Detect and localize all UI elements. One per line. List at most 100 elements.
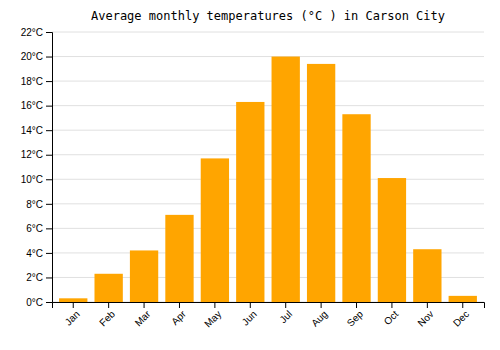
tick-label: 4°C — [26, 248, 43, 259]
tick-label: 12°C — [21, 149, 43, 160]
axis-line — [53, 303, 485, 309]
tick-label: May — [202, 308, 223, 329]
tick-label: 20°C — [21, 51, 43, 62]
tick-mark — [46, 179, 52, 180]
tick: 0°C — [26, 297, 52, 308]
tick-mark — [46, 228, 52, 229]
tick: Jul — [277, 302, 294, 325]
bars — [59, 57, 477, 302]
tick-label: 22°C — [21, 27, 43, 38]
tick-mark — [46, 81, 52, 82]
tick: 18°C — [21, 76, 52, 87]
grid-line — [52, 228, 484, 229]
tick-mark — [46, 204, 52, 205]
bar — [378, 178, 406, 302]
tick-mark — [46, 253, 52, 254]
tick: Mar — [133, 302, 153, 328]
tick: Nov — [415, 302, 435, 329]
tick: 2°C — [26, 272, 52, 283]
tick-mark — [250, 302, 251, 308]
tick-mark — [427, 302, 428, 308]
bar — [59, 298, 87, 302]
tick: Jan — [63, 302, 82, 328]
bar — [130, 250, 158, 302]
title: Average monthly temperatures (°C ) in Ca… — [91, 9, 445, 23]
tick-label: 10°C — [21, 174, 43, 185]
tick: 16°C — [21, 100, 52, 111]
grid-line — [52, 81, 484, 82]
tick: Feb — [97, 302, 117, 328]
tick-mark — [179, 302, 180, 308]
tick-mark — [391, 302, 392, 308]
tick: 8°C — [26, 199, 52, 210]
tick-label: Nov — [415, 308, 435, 328]
bar — [165, 215, 193, 302]
plot: 0°C 2°C 4°C 6°C 8°C 10°C 12°C 14°C 16°C 18°C 20°C 2… — [21, 27, 485, 330]
grid-line — [52, 179, 484, 180]
y-axis: 0°C 2°C 4°C 6°C 8°C 10°C 12°C 14°C 16°C 18°C 20°C 2… — [21, 27, 53, 308]
axis-line — [46, 33, 53, 303]
tick-mark — [46, 32, 52, 33]
tick: 12°C — [21, 149, 52, 160]
tick-mark — [356, 302, 357, 308]
tick-mark — [321, 302, 322, 308]
grid-line — [52, 130, 484, 131]
tick: May — [202, 302, 223, 330]
tick-mark — [214, 302, 215, 308]
tick-label: Feb — [97, 308, 117, 328]
tick-label: 2°C — [26, 272, 43, 283]
grid — [52, 32, 484, 302]
tick: Oct — [382, 302, 401, 327]
tick-mark — [46, 57, 52, 58]
tick-label: 0°C — [26, 297, 43, 308]
grid-line — [52, 32, 484, 33]
tick: 10°C — [21, 174, 52, 185]
tick-label: Mar — [133, 308, 153, 328]
tick: Sep — [345, 302, 366, 329]
x-axis: Jan Feb Mar Apr May Jun Jul Aug Sep Oct Nov Dec — [53, 302, 485, 330]
tick-label: Apr — [169, 308, 188, 327]
bar — [342, 114, 370, 302]
tick-mark — [46, 106, 52, 107]
grid-line — [52, 203, 484, 204]
bar — [272, 57, 300, 302]
tick-mark — [73, 302, 74, 308]
tick-label: Oct — [382, 308, 401, 327]
grid-line — [52, 56, 484, 57]
tick-label: Jun — [240, 308, 259, 327]
grid-line — [52, 154, 484, 155]
tick: 22°C — [21, 27, 52, 38]
tick-label: Sep — [345, 308, 366, 329]
tick-mark — [108, 302, 109, 308]
bar — [94, 274, 122, 302]
grid-line — [52, 105, 484, 106]
tick-label: 8°C — [26, 199, 43, 210]
bar — [307, 64, 335, 302]
tick: Apr — [169, 302, 188, 327]
tick-mark — [46, 130, 52, 131]
tick-mark — [144, 302, 145, 308]
tick-label: 6°C — [26, 223, 43, 234]
tick-mark — [46, 277, 52, 278]
bar — [449, 296, 477, 302]
tick-label: Jul — [277, 308, 294, 325]
bar — [413, 249, 441, 302]
tick-label: Aug — [309, 308, 329, 328]
bar — [236, 102, 264, 302]
tick-label: 14°C — [21, 125, 43, 136]
tick: 14°C — [21, 125, 52, 136]
tick-label: Dec — [451, 308, 471, 328]
tick: 4°C — [26, 248, 52, 259]
tick-label: 18°C — [21, 76, 43, 87]
tick: Dec — [451, 302, 471, 329]
tick: Jun — [240, 302, 259, 328]
tick: 6°C — [26, 223, 52, 234]
tick-mark — [462, 302, 463, 308]
tick-label: Jan — [63, 308, 82, 327]
bar — [201, 158, 229, 302]
tick-label: 16°C — [21, 100, 43, 111]
chart: 0°C 2°C 4°C 6°C 8°C 10°C 12°C 14°C 16°C 18°C 20°C 2… — [0, 0, 500, 350]
tick-mark — [46, 302, 52, 303]
tick: Aug — [309, 302, 329, 329]
tick: 20°C — [21, 51, 52, 62]
